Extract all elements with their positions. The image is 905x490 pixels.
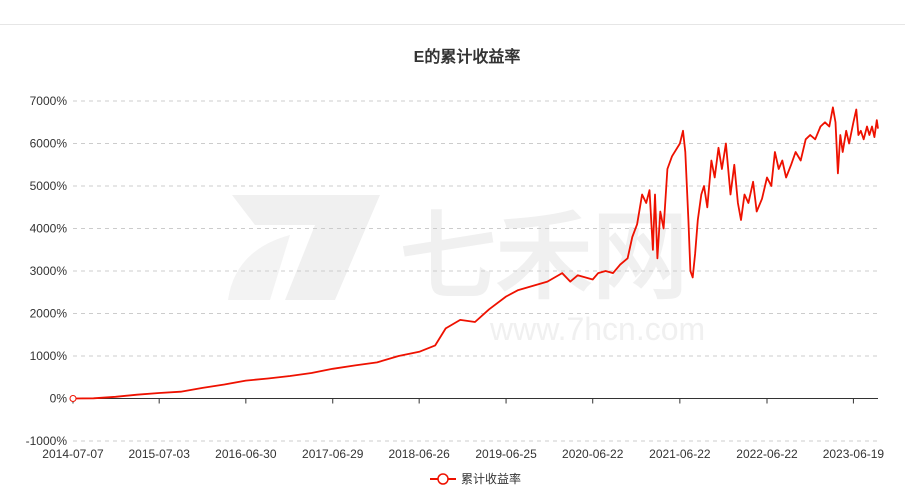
legend-label: 累计收益率 [461, 471, 521, 486]
x-tick-label: 2018-06-26 [388, 447, 450, 461]
x-tick-label: 2021-06-22 [649, 447, 711, 461]
series-line [72, 106, 879, 400]
x-tick-label: 2014-07-07 [42, 447, 104, 461]
watermark-logo-icon [232, 195, 380, 300]
watermark-brand: 七禾网 [400, 204, 688, 311]
y-tick-label: 5000% [30, 179, 68, 193]
y-tick-label: 3000% [30, 264, 68, 278]
watermark-url: www.7hcn.com [489, 311, 705, 347]
series-layer [69, 106, 879, 402]
x-tick-label: 2023-06-19 [823, 447, 885, 461]
x-tick-label: 2016-06-30 [215, 447, 277, 461]
y-tick-label: 6000% [30, 137, 68, 151]
legend[interactable]: 累计收益率 [430, 471, 521, 486]
top-divider [0, 24, 905, 25]
y-tick-label: -1000% [26, 434, 68, 448]
y-tick-label: 7000% [30, 94, 68, 108]
watermark-logo-swoosh-icon [228, 235, 290, 300]
x-tick-label: 2019-06-25 [475, 447, 537, 461]
x-tick-label: 2017-06-29 [302, 447, 364, 461]
y-axis-tick-labels: -1000% 0% 1000% 2000% 3000% 4000% 5000% 6000% 70… [26, 94, 68, 448]
x-tick-label: 2022-06-22 [736, 447, 798, 461]
x-tick-label: 2020-06-22 [562, 447, 624, 461]
watermark: 七禾网 www.7hcn.com [228, 195, 705, 347]
series-point [69, 395, 77, 402]
legend-marker-icon [437, 473, 449, 485]
y-tick-label: 4000% [30, 222, 68, 236]
chart-title: E的累计收益率 [414, 47, 521, 66]
y-tick-label: 0% [50, 392, 68, 406]
y-tick-label: 2000% [30, 307, 68, 321]
x-tick-label: 2015-07-03 [128, 447, 190, 461]
y-tick-label: 1000% [30, 349, 68, 363]
x-axis: 2014-07-07 2015-07-03 2016-06-30 2017-06-29… [42, 398, 885, 461]
